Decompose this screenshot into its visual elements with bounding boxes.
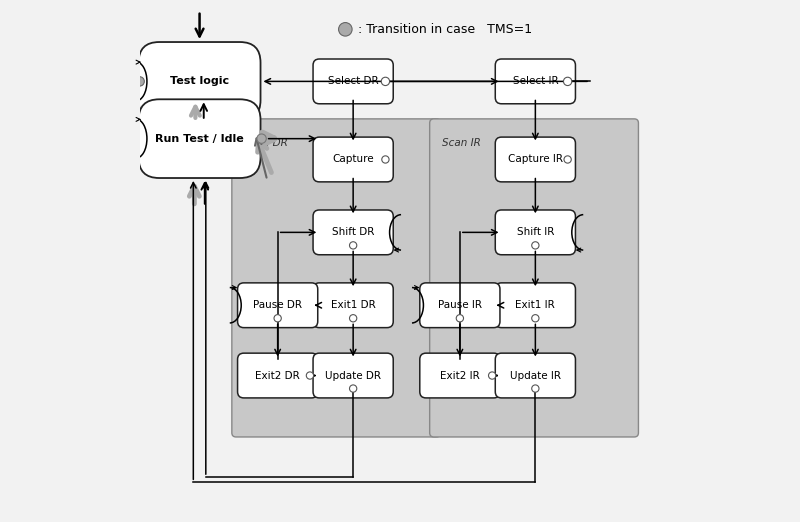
Text: Capture IR: Capture IR <box>508 155 563 164</box>
Text: Update DR: Update DR <box>325 371 381 381</box>
FancyBboxPatch shape <box>313 210 394 255</box>
Text: Pause IR: Pause IR <box>438 300 482 310</box>
FancyBboxPatch shape <box>495 137 575 182</box>
Circle shape <box>350 385 357 392</box>
FancyBboxPatch shape <box>138 99 261 178</box>
Circle shape <box>456 315 463 322</box>
Text: Scan DR: Scan DR <box>244 138 288 148</box>
Text: Select IR: Select IR <box>513 76 558 86</box>
FancyBboxPatch shape <box>232 119 441 437</box>
Text: Exit2 IR: Exit2 IR <box>440 371 480 381</box>
Circle shape <box>382 156 389 163</box>
Circle shape <box>564 156 571 163</box>
Circle shape <box>338 22 352 36</box>
Circle shape <box>532 385 539 392</box>
Text: Shift DR: Shift DR <box>332 228 374 238</box>
FancyBboxPatch shape <box>238 283 318 328</box>
Text: Exit1 IR: Exit1 IR <box>515 300 555 310</box>
Circle shape <box>350 315 357 322</box>
FancyBboxPatch shape <box>313 353 394 398</box>
Text: Scan IR: Scan IR <box>442 138 481 148</box>
Circle shape <box>532 315 539 322</box>
Circle shape <box>274 315 282 322</box>
FancyBboxPatch shape <box>420 353 500 398</box>
FancyBboxPatch shape <box>138 42 261 121</box>
Text: Update IR: Update IR <box>510 371 561 381</box>
Text: : Transition in case   TMS=1: : Transition in case TMS=1 <box>358 23 533 36</box>
FancyBboxPatch shape <box>313 59 394 104</box>
FancyBboxPatch shape <box>430 119 638 437</box>
Circle shape <box>135 77 144 86</box>
Circle shape <box>563 77 572 86</box>
Text: Exit1 DR: Exit1 DR <box>330 300 375 310</box>
FancyBboxPatch shape <box>495 59 575 104</box>
Circle shape <box>306 372 314 379</box>
Text: Select DR: Select DR <box>328 76 378 86</box>
Circle shape <box>257 134 266 144</box>
Text: Capture: Capture <box>332 155 374 164</box>
Text: Exit2 DR: Exit2 DR <box>255 371 300 381</box>
Circle shape <box>382 77 390 86</box>
Circle shape <box>350 242 357 249</box>
FancyBboxPatch shape <box>313 137 394 182</box>
FancyBboxPatch shape <box>313 283 394 328</box>
Text: Run Test / Idle: Run Test / Idle <box>155 134 244 144</box>
FancyBboxPatch shape <box>495 210 575 255</box>
Circle shape <box>489 372 496 379</box>
FancyBboxPatch shape <box>495 353 575 398</box>
FancyBboxPatch shape <box>238 353 318 398</box>
Text: Pause DR: Pause DR <box>253 300 302 310</box>
FancyBboxPatch shape <box>495 283 575 328</box>
Text: Shift IR: Shift IR <box>517 228 554 238</box>
Text: Test logic: Test logic <box>170 76 229 86</box>
Circle shape <box>532 242 539 249</box>
FancyBboxPatch shape <box>420 283 500 328</box>
